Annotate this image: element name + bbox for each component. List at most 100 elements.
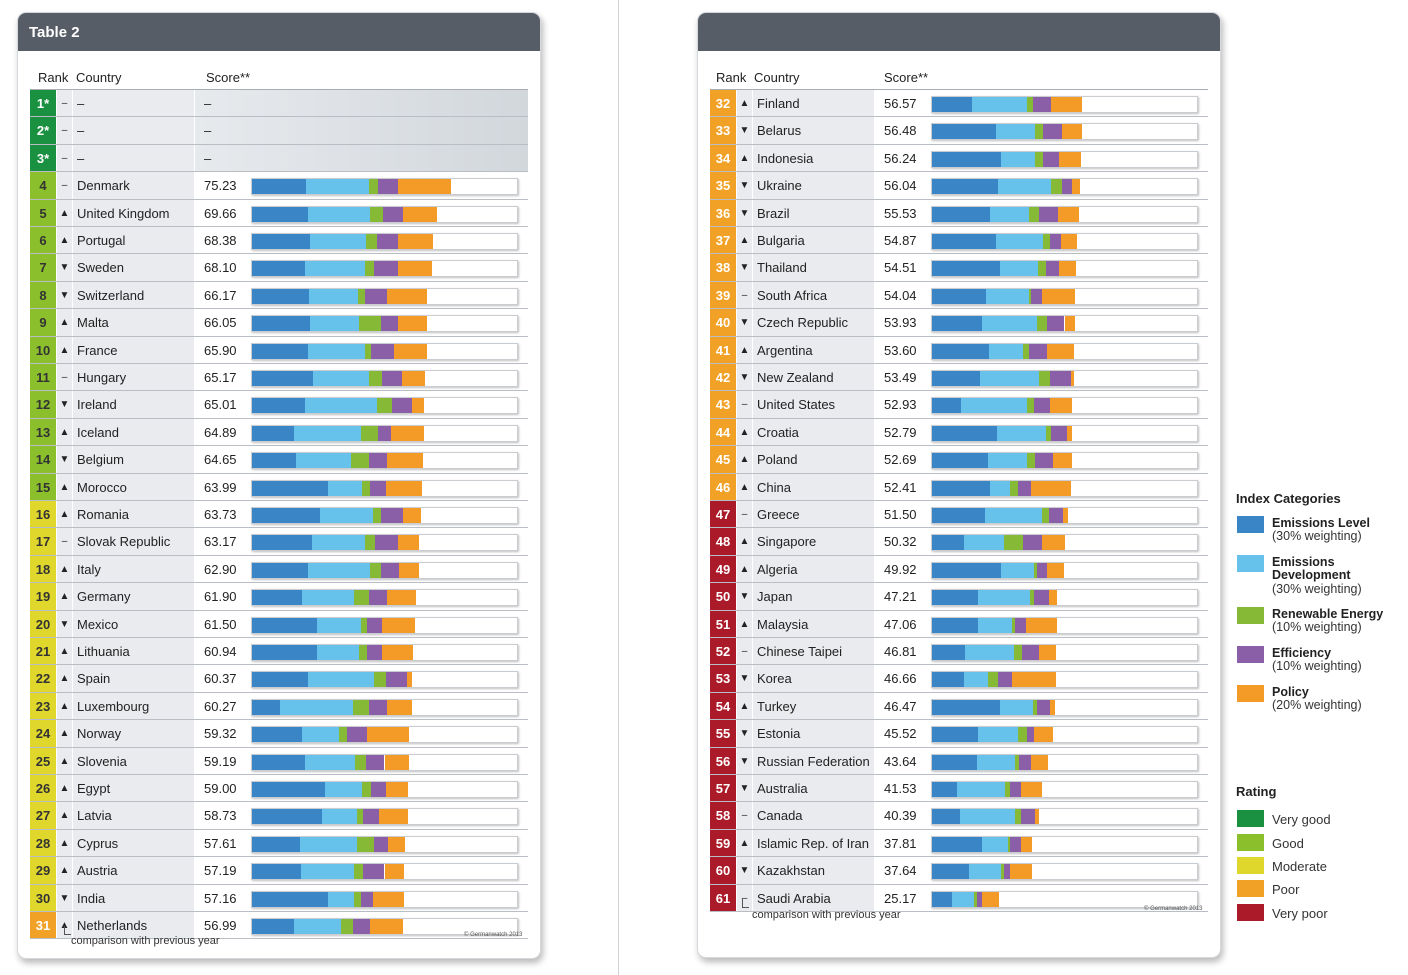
rank-cell: 47 bbox=[710, 501, 736, 529]
table-row: 22 ▲ Spain 60.37 bbox=[30, 665, 530, 693]
row-separator bbox=[30, 527, 528, 529]
header-rank: Rank bbox=[38, 70, 69, 85]
row-separator bbox=[710, 746, 1208, 748]
score-value: 61.90 bbox=[204, 589, 237, 605]
score-bar bbox=[931, 397, 1198, 415]
bar-segment-emissions-level bbox=[932, 645, 966, 660]
header-score: Score** bbox=[884, 70, 929, 85]
row-separator bbox=[710, 636, 1208, 638]
country-name: France bbox=[73, 336, 194, 364]
legend-label: Renewable Energy bbox=[1272, 607, 1384, 621]
bar-segment-policy bbox=[397, 179, 452, 195]
rank-cell: 31 bbox=[30, 912, 56, 940]
bar-segment-emissions-development bbox=[982, 316, 1037, 332]
score-value: 60.94 bbox=[204, 644, 237, 659]
trend-indicator: ▲ bbox=[57, 555, 72, 584]
table-row: 7 ▼ Sweden 68.10 bbox=[30, 254, 530, 282]
trend-indicator: ▲ bbox=[57, 583, 72, 611]
bar-segment-policy bbox=[381, 645, 414, 660]
score-bar bbox=[251, 452, 518, 470]
score-value: 66.17 bbox=[204, 287, 237, 303]
bar-segment-renewable-energy bbox=[354, 590, 369, 606]
trend-indicator: ▼ bbox=[57, 884, 72, 912]
bar-segment-emissions-level bbox=[252, 672, 308, 688]
row-separator bbox=[30, 773, 528, 775]
bar-segment-policy bbox=[387, 288, 428, 304]
bar-segment-efficiency bbox=[1061, 179, 1073, 195]
score-bar bbox=[251, 644, 518, 661]
table-row: 24 ▲ Norway 59.32 bbox=[30, 720, 530, 748]
bar-segment-emissions-development bbox=[951, 891, 975, 907]
table-row: 4– Denmark 75.23 bbox=[30, 172, 530, 200]
score-value: 41.53 bbox=[884, 781, 917, 796]
bar-segment-policy bbox=[1067, 425, 1072, 441]
rank-cell: 36 bbox=[710, 199, 736, 227]
table-row: 59 ▲ Islamic Rep. of Iran 37.81 bbox=[710, 829, 1210, 858]
trend-indicator: ▲ bbox=[737, 227, 752, 255]
row-separator bbox=[30, 910, 528, 912]
bar-segment-policy bbox=[369, 919, 404, 934]
score-value: 53.49 bbox=[884, 370, 917, 385]
country-name: Algeria bbox=[753, 555, 874, 584]
row-separator bbox=[710, 773, 1208, 775]
table-row: 10 ▲ France 65.90 bbox=[30, 336, 530, 364]
row-separator bbox=[30, 171, 528, 173]
footnote-bracket bbox=[64, 926, 71, 935]
score-bar bbox=[931, 123, 1198, 141]
bar-segment-renewable-energy bbox=[339, 727, 348, 743]
table-row: 1* – – – bbox=[30, 90, 530, 118]
bar-segment-emissions-level bbox=[252, 371, 313, 386]
rank-cell: 57 bbox=[710, 775, 736, 803]
bar-segment-efficiency bbox=[1019, 754, 1032, 770]
row-separator bbox=[710, 308, 1208, 310]
bar-segment-emissions-development bbox=[311, 535, 365, 551]
trend-indicator: – bbox=[57, 144, 72, 173]
bar-segment-emissions-development bbox=[302, 727, 340, 743]
rank-cell: 9 bbox=[30, 309, 56, 337]
rank-cell: 27 bbox=[30, 802, 56, 830]
rank-cell: 4 bbox=[30, 172, 56, 200]
bar-segment-renewable-energy bbox=[368, 371, 382, 386]
trend-indicator: – bbox=[57, 172, 72, 200]
country-name: Norway bbox=[73, 720, 194, 748]
row-separator bbox=[30, 280, 528, 282]
bar-segment-emissions-level bbox=[252, 535, 312, 551]
rank-cell: 50 bbox=[710, 583, 736, 611]
country-name: Singapore bbox=[753, 528, 874, 556]
rank-cell: 46 bbox=[710, 473, 736, 501]
bar-segment-emissions-level bbox=[252, 343, 308, 359]
rank-cell: 41 bbox=[710, 336, 736, 364]
trend-indicator: ▼ bbox=[737, 775, 752, 803]
country-name: Iceland bbox=[73, 418, 194, 447]
bar-segment-renewable-energy bbox=[1027, 97, 1033, 112]
country-name: Germany bbox=[73, 583, 194, 611]
score-value: 56.48 bbox=[884, 123, 917, 139]
bar-segment-emissions-development bbox=[307, 562, 370, 578]
row-separator bbox=[30, 828, 528, 830]
bar-segment-renewable-energy bbox=[1045, 425, 1052, 441]
bar-segment-renewable-energy bbox=[355, 754, 366, 770]
bar-segment-emissions-level bbox=[252, 425, 295, 441]
bar-segment-emissions-level bbox=[932, 535, 964, 551]
trend-indicator: ▲ bbox=[57, 473, 72, 501]
table-row: 44 ▲ Croatia 52.79 bbox=[710, 418, 1210, 447]
bar-segment-renewable-energy bbox=[358, 288, 365, 304]
bar-segment-emissions-development bbox=[995, 234, 1044, 249]
bar-segment-renewable-energy bbox=[1035, 151, 1044, 167]
bar-segment-emissions-level bbox=[932, 371, 980, 386]
score-value: 52.79 bbox=[884, 424, 917, 440]
score-bar bbox=[251, 479, 518, 497]
score-value: 60.27 bbox=[204, 698, 237, 714]
bar-segment-emissions-level bbox=[932, 617, 979, 633]
trend-indicator: ▼ bbox=[57, 610, 72, 638]
row-separator bbox=[710, 499, 1208, 501]
bar-segment-renewable-energy bbox=[364, 261, 374, 277]
row-separator bbox=[710, 609, 1208, 611]
rank-cell: 56 bbox=[710, 747, 736, 775]
table-row: 54 ▲ Turkey 46.47 bbox=[710, 692, 1210, 721]
rank-cell: 34 bbox=[710, 144, 736, 173]
trend-indicator: ▼ bbox=[57, 446, 72, 474]
bar-segment-emissions-level bbox=[932, 453, 988, 469]
rank-cell: 15 bbox=[30, 473, 56, 501]
bar-segment-efficiency bbox=[1049, 234, 1061, 249]
